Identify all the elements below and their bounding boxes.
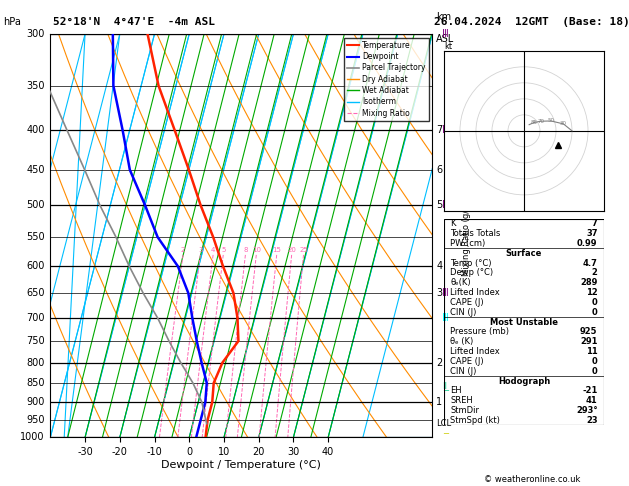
Text: −: − [442, 430, 449, 438]
Text: Ⅲ: Ⅲ [442, 200, 448, 210]
Text: 291: 291 [580, 337, 598, 346]
Text: 0: 0 [592, 357, 598, 366]
Text: 23: 23 [586, 416, 598, 425]
Text: 4: 4 [211, 247, 215, 253]
Text: 0: 0 [592, 298, 598, 307]
Text: StmSpd (kt): StmSpd (kt) [450, 416, 500, 425]
Text: Temp (°C): Temp (°C) [450, 259, 492, 267]
Text: 850: 850 [26, 378, 45, 388]
Text: Ⅲ: Ⅲ [442, 125, 448, 136]
Text: 70: 70 [537, 119, 544, 124]
Text: 300: 300 [26, 29, 45, 39]
Text: Ⅲ: Ⅲ [442, 288, 448, 298]
Text: Ⅲ: Ⅲ [442, 29, 448, 39]
Text: 7: 7 [436, 125, 442, 136]
Text: SREH: SREH [450, 396, 473, 405]
Text: θₑ (K): θₑ (K) [450, 337, 474, 346]
Text: 7: 7 [592, 219, 598, 228]
Text: 650: 650 [26, 288, 45, 298]
Text: 85: 85 [530, 120, 537, 125]
Text: hPa: hPa [3, 17, 21, 27]
Text: km: km [436, 12, 451, 22]
Text: ASL: ASL [436, 34, 454, 44]
Text: 4.7: 4.7 [582, 259, 598, 267]
Text: 550: 550 [26, 232, 45, 242]
Text: 52°18'N  4°47'E  -4m ASL: 52°18'N 4°47'E -4m ASL [53, 17, 216, 27]
Text: 0: 0 [592, 366, 598, 376]
Text: 950: 950 [26, 415, 45, 425]
Text: 11: 11 [586, 347, 598, 356]
Text: θₑ(K): θₑ(K) [450, 278, 471, 287]
Text: CIN (J): CIN (J) [450, 308, 477, 317]
Text: 600: 600 [26, 261, 45, 271]
Text: 2: 2 [592, 268, 598, 278]
Text: 8: 8 [243, 247, 248, 253]
Text: 700: 700 [26, 313, 45, 323]
Text: 500: 500 [26, 200, 45, 210]
Text: 4: 4 [436, 261, 442, 271]
Text: 50: 50 [548, 119, 555, 123]
Text: 15: 15 [272, 247, 281, 253]
Text: © weatheronline.co.uk: © weatheronline.co.uk [484, 474, 580, 484]
Text: Surface: Surface [506, 249, 542, 258]
Text: Hodograph: Hodograph [498, 377, 550, 385]
Text: 1: 1 [436, 397, 442, 407]
Text: 925: 925 [580, 328, 598, 336]
Text: 25: 25 [299, 247, 308, 253]
Text: CIN (J): CIN (J) [450, 366, 477, 376]
Text: PW (cm): PW (cm) [450, 239, 486, 248]
Text: 10: 10 [252, 247, 261, 253]
Text: kt: kt [444, 42, 452, 51]
Text: 41: 41 [586, 396, 598, 405]
Text: Most Unstable: Most Unstable [490, 317, 558, 327]
Text: CAPE (J): CAPE (J) [450, 357, 484, 366]
Text: 400: 400 [26, 125, 45, 136]
Text: Lifted Index: Lifted Index [450, 347, 500, 356]
Text: 1000: 1000 [20, 433, 45, 442]
Text: Dewp (°C): Dewp (°C) [450, 268, 494, 278]
Text: -21: -21 [582, 386, 598, 395]
Text: 900: 900 [26, 397, 45, 407]
Text: 293°: 293° [576, 406, 598, 415]
Text: LCL: LCL [436, 419, 451, 428]
Text: 289: 289 [580, 278, 598, 287]
Text: −: − [442, 386, 449, 395]
Text: 2: 2 [436, 358, 442, 367]
Text: K: K [450, 219, 456, 228]
X-axis label: Dewpoint / Temperature (°C): Dewpoint / Temperature (°C) [162, 460, 321, 470]
Text: 350: 350 [26, 81, 45, 91]
Text: 37: 37 [586, 229, 598, 238]
Text: 6: 6 [436, 165, 442, 175]
Text: EH: EH [450, 386, 462, 395]
Text: Totals Totals: Totals Totals [450, 229, 501, 238]
Text: 2: 2 [181, 247, 185, 253]
Text: 12: 12 [586, 288, 598, 297]
Text: StmDir: StmDir [450, 406, 479, 415]
Text: 20: 20 [287, 247, 296, 253]
Text: Pressure (mb): Pressure (mb) [450, 328, 509, 336]
Text: Mixing Ratio (g/kg): Mixing Ratio (g/kg) [462, 196, 471, 276]
Text: CAPE (J): CAPE (J) [450, 298, 484, 307]
Text: Lifted Index: Lifted Index [450, 288, 500, 297]
Text: 0: 0 [592, 308, 598, 317]
Text: 3: 3 [198, 247, 203, 253]
Text: 0.99: 0.99 [577, 239, 598, 248]
Text: 5: 5 [221, 247, 225, 253]
Text: 750: 750 [26, 336, 45, 346]
Text: ΙΙ: ΙΙ [442, 382, 447, 391]
Text: 26.04.2024  12GMT  (Base: 18): 26.04.2024 12GMT (Base: 18) [434, 17, 629, 27]
Text: 800: 800 [26, 358, 45, 367]
Text: Ⅲ: Ⅲ [442, 313, 448, 323]
Text: 3: 3 [436, 288, 442, 298]
Text: 450: 450 [26, 165, 45, 175]
Legend: Temperature, Dewpoint, Parcel Trajectory, Dry Adiabat, Wet Adiabat, Isotherm, Mi: Temperature, Dewpoint, Parcel Trajectory… [345, 38, 428, 121]
Text: 5: 5 [436, 200, 442, 210]
Text: 30: 30 [560, 122, 567, 126]
